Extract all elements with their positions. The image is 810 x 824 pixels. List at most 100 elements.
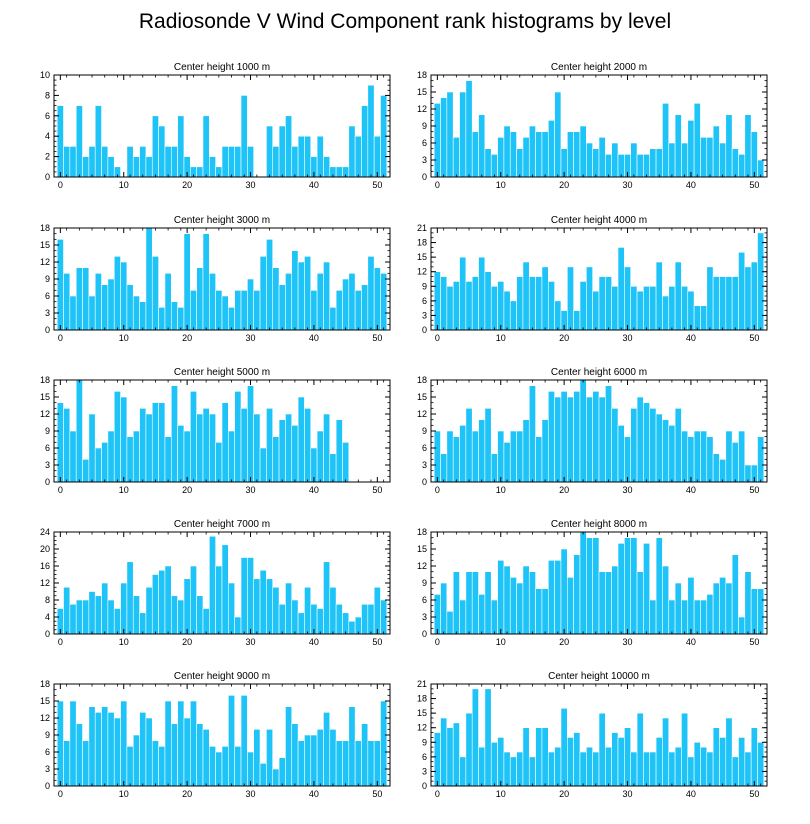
bar	[316, 430, 324, 483]
bar	[329, 307, 337, 331]
bar	[535, 436, 543, 483]
bar	[183, 717, 191, 787]
bar	[69, 146, 77, 178]
bar	[471, 430, 479, 483]
y-tick-label: 20	[40, 544, 50, 554]
bar	[342, 740, 350, 787]
bar	[145, 586, 153, 635]
bar	[88, 591, 96, 635]
y-tick-label: 8	[45, 595, 50, 605]
y-tick-label: 15	[417, 392, 427, 402]
bar	[471, 571, 479, 635]
panel-title: Center height 8000 m	[551, 519, 647, 530]
bar	[215, 751, 223, 787]
bar	[490, 741, 498, 787]
bar	[253, 578, 261, 635]
y-tick-label: 2	[45, 152, 50, 162]
bar	[259, 447, 267, 483]
bar	[297, 261, 305, 331]
bar	[478, 114, 486, 178]
bar	[113, 608, 121, 635]
y-tick-label: 0	[422, 172, 427, 182]
x-tick-label: 30	[623, 333, 633, 343]
x-tick-label: 40	[686, 789, 696, 799]
bar	[177, 115, 185, 178]
bar	[132, 156, 140, 178]
bar	[630, 408, 638, 483]
x-tick-label: 20	[559, 180, 569, 190]
bar	[272, 267, 280, 331]
y-tick-label: 6	[422, 595, 427, 605]
bar	[522, 727, 530, 787]
bar	[440, 276, 448, 331]
bar	[348, 706, 356, 787]
bar	[598, 396, 606, 483]
bar	[361, 603, 369, 635]
bar	[94, 105, 102, 178]
x-tick-label: 10	[496, 333, 506, 343]
bar	[132, 595, 140, 635]
x-tick-label: 50	[372, 637, 382, 647]
bar	[725, 276, 733, 331]
bar	[120, 582, 128, 635]
bar	[725, 582, 733, 635]
y-tick-label: 8	[45, 90, 50, 100]
bar	[56, 239, 64, 331]
bar	[484, 571, 492, 635]
y-tick-label: 15	[40, 240, 50, 250]
bar	[687, 290, 695, 331]
y-tick-label: 21	[417, 223, 427, 233]
bar	[712, 125, 720, 178]
bar	[272, 768, 280, 787]
bar	[316, 608, 324, 635]
bar	[643, 751, 651, 787]
y-tick-label: 12	[417, 104, 427, 114]
y-tick-label: 18	[417, 527, 427, 537]
y-tick-label: 12	[417, 267, 427, 277]
y-tick-label: 0	[422, 477, 427, 487]
bar	[126, 284, 134, 331]
bar	[215, 565, 223, 635]
bar	[465, 80, 473, 178]
bar	[164, 565, 172, 635]
bar	[209, 746, 216, 787]
y-tick-label: 10	[40, 70, 50, 80]
bar	[88, 413, 96, 483]
x-tick-label: 40	[686, 485, 696, 495]
x-tick-label: 40	[686, 333, 696, 343]
bar	[446, 91, 454, 178]
y-tick-label: 9	[45, 730, 50, 740]
bar	[253, 729, 261, 787]
bar	[731, 148, 739, 178]
bar	[700, 430, 708, 483]
bar	[310, 447, 318, 483]
bar	[516, 751, 524, 787]
bar	[240, 557, 248, 635]
bar	[259, 763, 267, 787]
bar	[145, 156, 153, 178]
bar	[63, 146, 71, 178]
bar	[278, 125, 286, 178]
y-tick-label: 18	[40, 679, 50, 689]
bar	[624, 537, 631, 635]
y-tick-label: 3	[45, 764, 50, 774]
x-tick-label: 20	[559, 789, 569, 799]
bar	[297, 612, 305, 635]
bar	[560, 548, 568, 635]
bar	[509, 756, 517, 787]
bar	[132, 734, 140, 787]
bar	[490, 453, 498, 483]
bar	[247, 557, 255, 635]
bar	[712, 727, 720, 787]
bar	[107, 156, 115, 178]
y-tick-label: 3	[422, 766, 427, 776]
bar	[662, 103, 670, 178]
bar	[215, 442, 223, 483]
bar	[75, 267, 83, 331]
bar	[373, 586, 381, 635]
bar	[649, 148, 657, 178]
x-tick-label: 40	[309, 485, 319, 495]
bar	[126, 436, 134, 483]
bar	[649, 408, 657, 483]
bar	[554, 91, 562, 178]
